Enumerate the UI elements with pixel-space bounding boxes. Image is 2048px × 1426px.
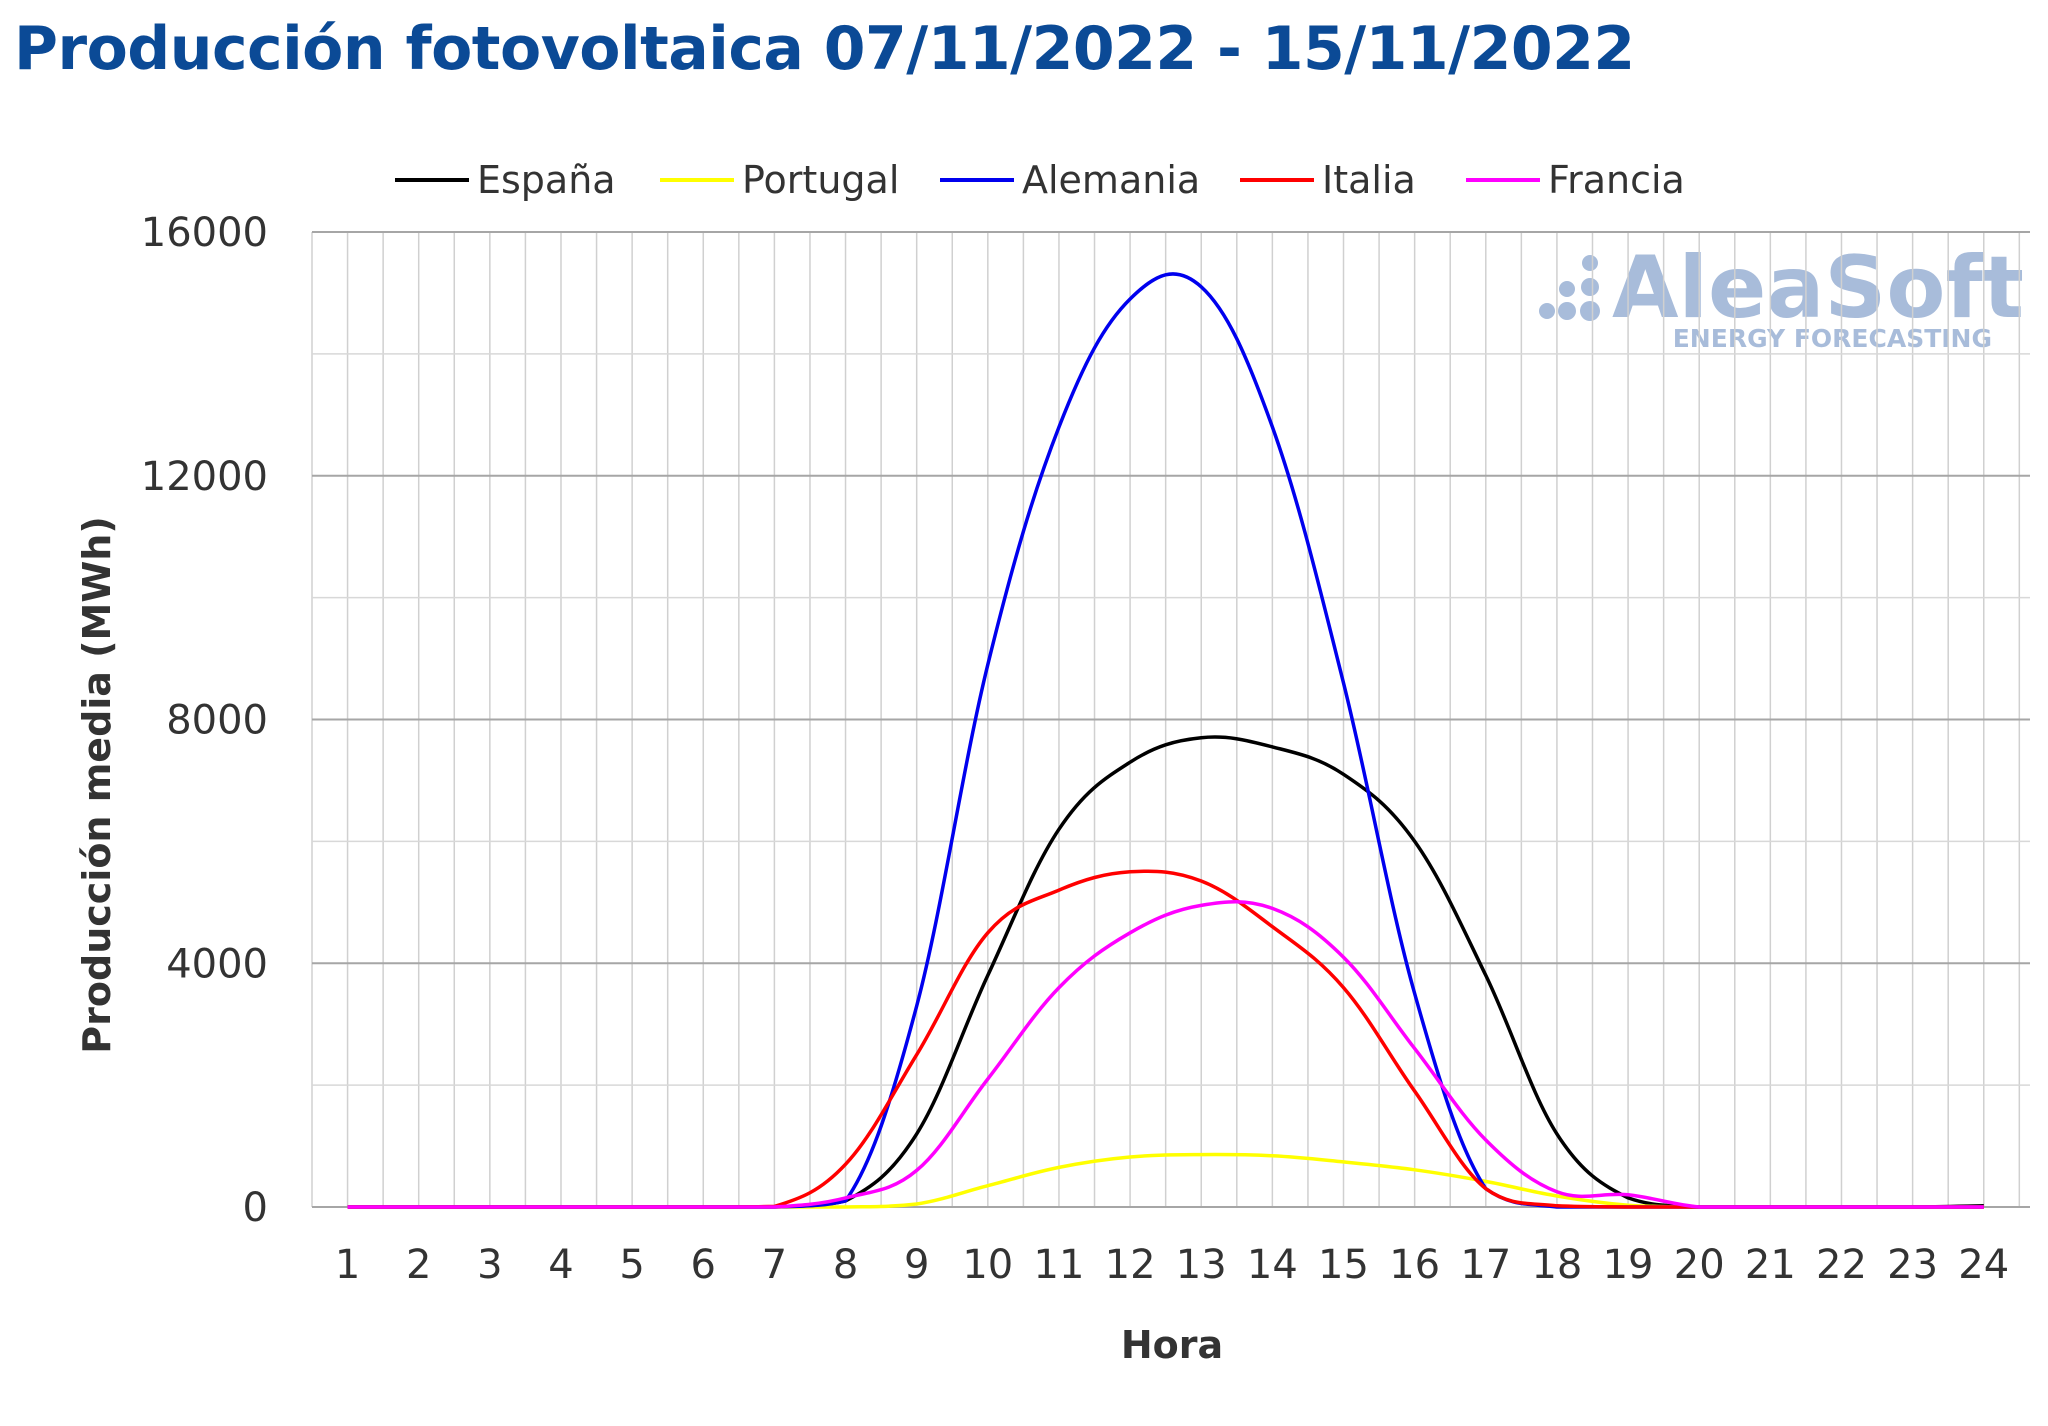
- y-tick-label: 16000: [141, 210, 268, 256]
- legend-label-francia: Francia: [1548, 158, 1685, 202]
- legend-label-italia: Italia: [1322, 158, 1416, 202]
- x-axis-ticks: 1 2 3 4 5 6 7 8 9 10 11 12 13 14 15 16 17 18 19 20 21 22 23 24: [335, 1242, 2009, 1288]
- x-tick-label: 11: [1034, 1242, 1085, 1288]
- x-tick-label: 9: [904, 1242, 929, 1288]
- legend: España Portugal Alemania Italia Francia: [395, 158, 1685, 202]
- aleasoft-logo-watermark: AleaSoft ENERGY FORECASTING: [1539, 238, 2024, 353]
- x-tick-label: 3: [477, 1242, 502, 1288]
- x-tick-label: 5: [619, 1242, 644, 1288]
- y-axis-title: Producción media (MWh): [75, 516, 119, 1053]
- y-tick-label: 0: [243, 1185, 268, 1231]
- x-tick-label: 1: [335, 1242, 360, 1288]
- x-tick-label: 15: [1318, 1242, 1369, 1288]
- x-tick-label: 24: [1958, 1242, 2009, 1288]
- series-lines: [347, 272, 1984, 1209]
- x-tick-label: 4: [548, 1242, 573, 1288]
- x-tick-label: 14: [1247, 1242, 1298, 1288]
- chart-title: Producción fotovoltaica 07/11/2022 - 15/…: [14, 14, 1635, 84]
- x-tick-label: 17: [1460, 1242, 1511, 1288]
- x-tick-label: 10: [962, 1242, 1013, 1288]
- x-tick-label: 8: [833, 1242, 858, 1288]
- series-line-francia: [347, 900, 1984, 1209]
- legend-label-portugal: Portugal: [742, 158, 899, 202]
- x-tick-label: 20: [1674, 1242, 1725, 1288]
- logo-tagline: ENERGY FORECASTING: [1673, 324, 1992, 353]
- x-tick-label: 23: [1887, 1242, 1938, 1288]
- y-tick-label: 4000: [166, 941, 268, 987]
- x-tick-label: 13: [1176, 1242, 1227, 1288]
- x-tick-label: 18: [1531, 1242, 1582, 1288]
- x-tick-label: 21: [1745, 1242, 1796, 1288]
- legend-label-espana: España: [477, 158, 616, 202]
- logo-brand: AleaSoft: [1612, 238, 2024, 338]
- x-tick-label: 7: [762, 1242, 787, 1288]
- x-axis-title: Hora: [1121, 1323, 1223, 1367]
- plot-grid: [311, 231, 2030, 1208]
- x-tick-label: 2: [406, 1242, 431, 1288]
- x-tick-label: 22: [1816, 1242, 1867, 1288]
- x-tick-label: 16: [1389, 1242, 1440, 1288]
- aleasoft-dots-icon: [1539, 255, 1600, 321]
- x-tick-label: 19: [1603, 1242, 1654, 1288]
- x-tick-label: 6: [691, 1242, 716, 1288]
- y-axis-ticks: 0 4000 8000 12000 16000: [141, 210, 268, 1231]
- legend-label-alemania: Alemania: [1022, 158, 1200, 202]
- x-tick-label: 12: [1105, 1242, 1156, 1288]
- y-tick-label: 12000: [141, 454, 268, 500]
- y-tick-label: 8000: [166, 698, 268, 744]
